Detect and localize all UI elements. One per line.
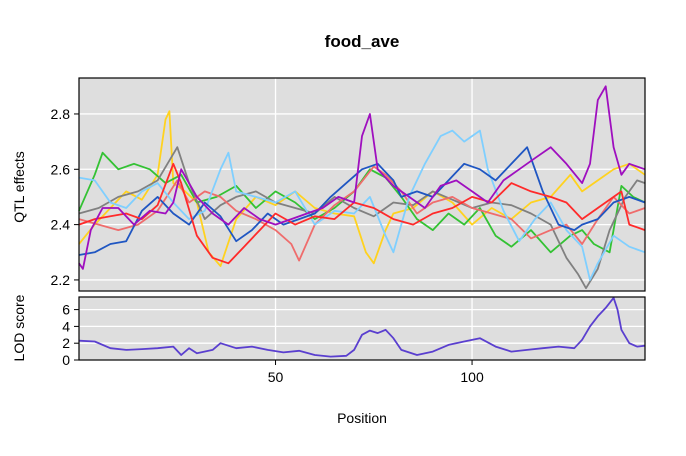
lod-panel-frame bbox=[78, 296, 646, 361]
y-tick-label: 2.8 bbox=[51, 106, 71, 122]
series-line-1 bbox=[78, 151, 646, 254]
series-line-4 bbox=[78, 129, 646, 281]
y-tick-label: 2 bbox=[62, 335, 70, 351]
effects-y-ticks: 2.2 2.4 2.6 2.8 bbox=[51, 106, 79, 288]
x-axis-label: Position bbox=[337, 410, 387, 426]
lod-y-axis-label: LOD score bbox=[11, 294, 27, 361]
effects-panel-background bbox=[79, 78, 645, 291]
y-tick-label: 2.2 bbox=[51, 272, 71, 288]
lod-series-group bbox=[78, 296, 646, 358]
lod-panel-background bbox=[79, 297, 645, 360]
y-tick-label: 0 bbox=[62, 352, 70, 368]
series-line-5 bbox=[78, 146, 646, 256]
y-tick-label: 4 bbox=[62, 318, 70, 334]
chart-title: food_ave bbox=[325, 32, 400, 51]
x-tick-label: 100 bbox=[460, 369, 484, 385]
effects-series-group bbox=[78, 85, 646, 290]
effects-panel-frame bbox=[78, 77, 646, 292]
lod-x-ticks: 50 100 bbox=[268, 360, 484, 385]
effects-y-axis-label: QTL effects bbox=[11, 151, 27, 223]
y-tick-label: 2.6 bbox=[51, 161, 71, 177]
x-tick-label: 50 bbox=[268, 369, 284, 385]
series-line-2 bbox=[78, 146, 646, 290]
series-line-0 bbox=[78, 296, 646, 358]
y-tick-label: 2.4 bbox=[51, 217, 71, 233]
y-tick-label: 6 bbox=[62, 302, 70, 318]
series-line-0 bbox=[78, 110, 646, 267]
series-line-7 bbox=[78, 85, 646, 270]
